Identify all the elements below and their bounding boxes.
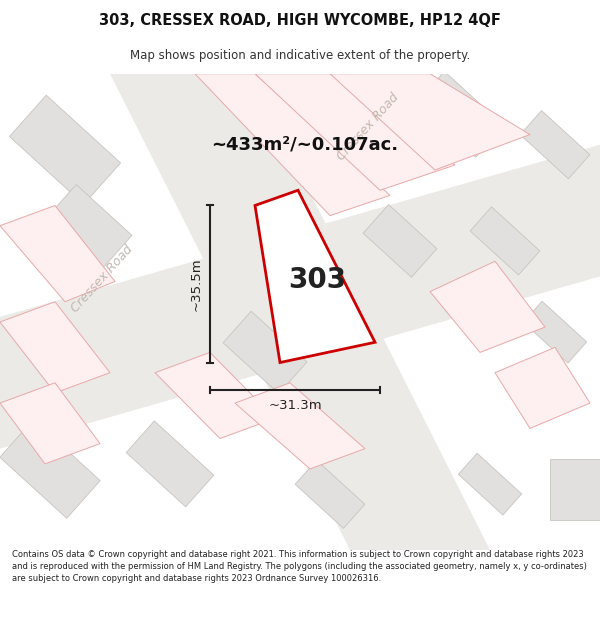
Polygon shape [110,74,490,550]
Polygon shape [295,460,365,528]
Polygon shape [223,311,307,394]
Text: Cressex Road: Cressex Road [68,242,136,314]
Text: ~31.3m: ~31.3m [268,399,322,412]
Polygon shape [195,74,390,216]
Polygon shape [255,190,375,362]
Polygon shape [126,421,214,507]
Polygon shape [523,301,587,363]
Polygon shape [155,352,275,439]
Polygon shape [0,382,100,464]
Polygon shape [550,459,600,519]
Text: ~433m²/~0.107ac.: ~433m²/~0.107ac. [211,136,398,154]
Text: Contains OS data © Crown copyright and database right 2021. This information is : Contains OS data © Crown copyright and d… [12,550,587,582]
Polygon shape [470,207,540,275]
Polygon shape [363,204,437,278]
Text: Map shows position and indicative extent of the property.: Map shows position and indicative extent… [130,49,470,62]
Text: ~35.5m: ~35.5m [190,258,203,311]
Polygon shape [0,302,110,393]
Polygon shape [0,206,115,302]
Polygon shape [430,261,545,352]
Polygon shape [235,382,365,469]
Polygon shape [0,144,600,449]
Polygon shape [416,71,504,158]
Polygon shape [495,348,590,428]
Text: 303: 303 [288,266,346,294]
Polygon shape [458,453,521,515]
Text: Cressex Road: Cressex Road [335,91,401,162]
Polygon shape [255,74,455,190]
Text: 303, CRESSEX ROAD, HIGH WYCOMBE, HP12 4QF: 303, CRESSEX ROAD, HIGH WYCOMBE, HP12 4Q… [99,13,501,28]
Polygon shape [48,184,132,267]
Polygon shape [10,95,121,204]
Polygon shape [0,419,100,518]
Polygon shape [520,111,590,179]
Polygon shape [330,74,530,170]
Polygon shape [248,68,322,141]
